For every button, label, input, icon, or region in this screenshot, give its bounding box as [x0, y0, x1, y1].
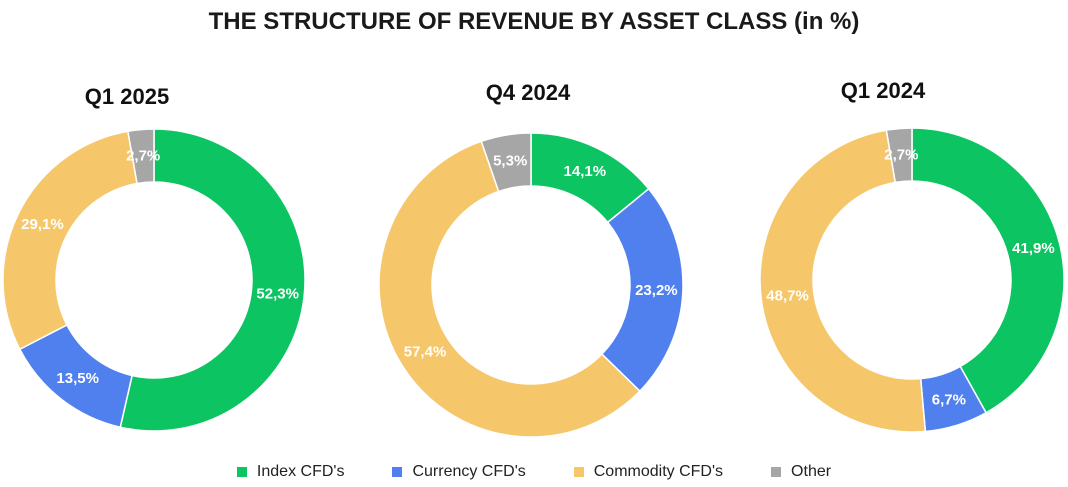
legend-swatch-currency	[392, 467, 403, 477]
label-q1-2025-index: 52,3%	[256, 285, 299, 302]
label-q4-2024-currency: 23,2%	[635, 282, 678, 299]
label-q1-2025-commodity: 29,1%	[21, 216, 64, 233]
slice-q4-2024-commodity	[378, 140, 641, 438]
legend-item-other: Other	[771, 463, 831, 481]
label-q4-2024-index: 14,1%	[564, 163, 607, 180]
chart-title-q4-2024: Q4 2024	[485, 80, 571, 105]
chart-title-q1-2024: Q1 2024	[840, 78, 926, 103]
legend: Index CFD's Currency CFD's Commodity CFD…	[0, 463, 1068, 481]
legend-swatch-other	[771, 467, 782, 477]
slice-q1-2025-commodity	[2, 130, 138, 351]
slice-q1-2024-index	[911, 127, 1065, 414]
legend-label-commodity: Commodity CFD's	[593, 463, 724, 480]
legend-label-other: Other	[791, 463, 832, 480]
legend-item-currency: Currency CFD's	[392, 463, 526, 481]
slice-q1-2024-commodity	[759, 129, 927, 433]
slice-q1-2024-other	[885, 127, 913, 184]
slice-q1-2025-other	[127, 128, 155, 185]
legend-swatch-index	[236, 467, 247, 477]
label-q1-2024-other: 2,7%	[884, 146, 918, 163]
slice-q4-2024-other	[480, 132, 532, 193]
legend-label-currency: Currency CFD's	[412, 463, 526, 480]
legend-item-commodity: Commodity CFD's	[573, 463, 724, 481]
label-q4-2024-other: 5,3%	[493, 153, 527, 170]
label-q1-2024-index: 41,9%	[1012, 240, 1055, 257]
label-q1-2024-currency: 6,7%	[932, 391, 966, 408]
legend-item-index: Index CFD's	[236, 463, 345, 481]
legend-label-index: Index CFD's	[256, 463, 345, 480]
label-q4-2024-commodity: 57,4%	[404, 344, 447, 361]
legend-swatch-commodity	[573, 467, 584, 477]
label-q1-2024-commodity: 48,7%	[766, 288, 809, 305]
label-q1-2025-other: 2,7%	[126, 147, 160, 164]
chart-title-q1-2025: Q1 2025	[84, 84, 170, 109]
label-q1-2025-currency: 13,5%	[56, 370, 99, 387]
page-title: THE STRUCTURE OF REVENUE BY ASSET CLASS …	[208, 8, 860, 35]
slice-q1-2025-index	[119, 128, 306, 432]
